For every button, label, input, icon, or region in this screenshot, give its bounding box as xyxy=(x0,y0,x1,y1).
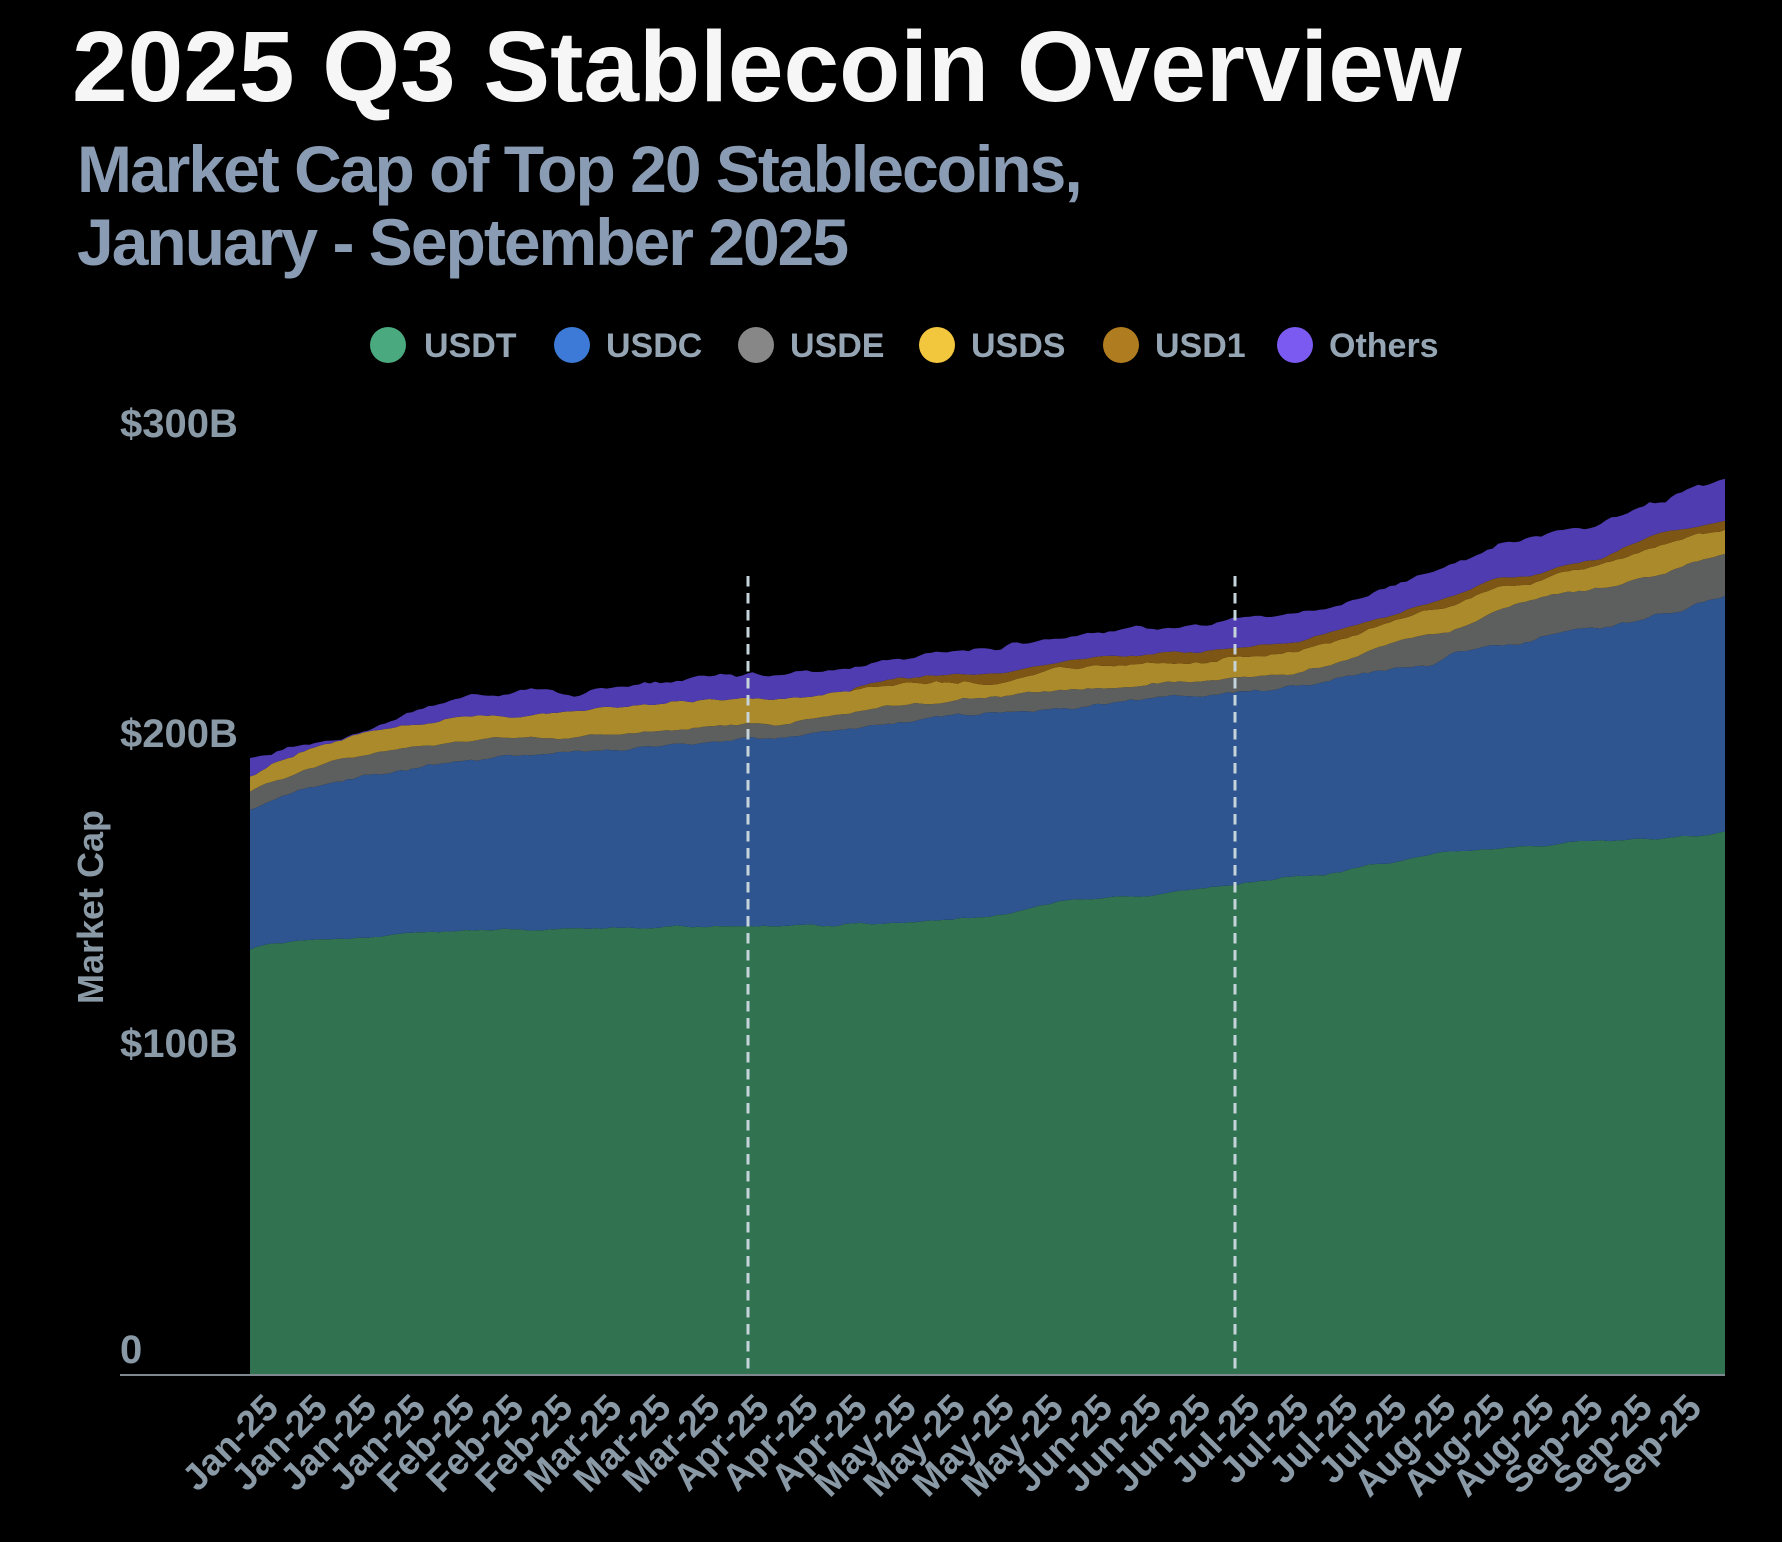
svg-text:USDE: USDE xyxy=(790,327,884,365)
svg-text:$100B: $100B xyxy=(120,1022,238,1066)
svg-text:2025 Q3 Stablecoin Overview: 2025 Q3 Stablecoin Overview xyxy=(72,11,1462,123)
svg-text:$300B: $300B xyxy=(120,402,238,446)
svg-text:0: 0 xyxy=(120,1328,142,1372)
svg-text:$200B: $200B xyxy=(120,712,238,756)
svg-text:January - September 2025: January - September 2025 xyxy=(77,205,847,279)
svg-text:Market Cap: Market Cap xyxy=(70,810,111,1004)
svg-text:USDC: USDC xyxy=(606,327,702,365)
svg-text:Market Cap of Top 20 Stablecoi: Market Cap of Top 20 Stablecoins, xyxy=(77,132,1081,206)
svg-text:USD1: USD1 xyxy=(1155,327,1246,365)
svg-text:USDS: USDS xyxy=(971,327,1065,365)
svg-text:Others: Others xyxy=(1329,327,1439,365)
svg-text:USDT: USDT xyxy=(424,327,517,365)
